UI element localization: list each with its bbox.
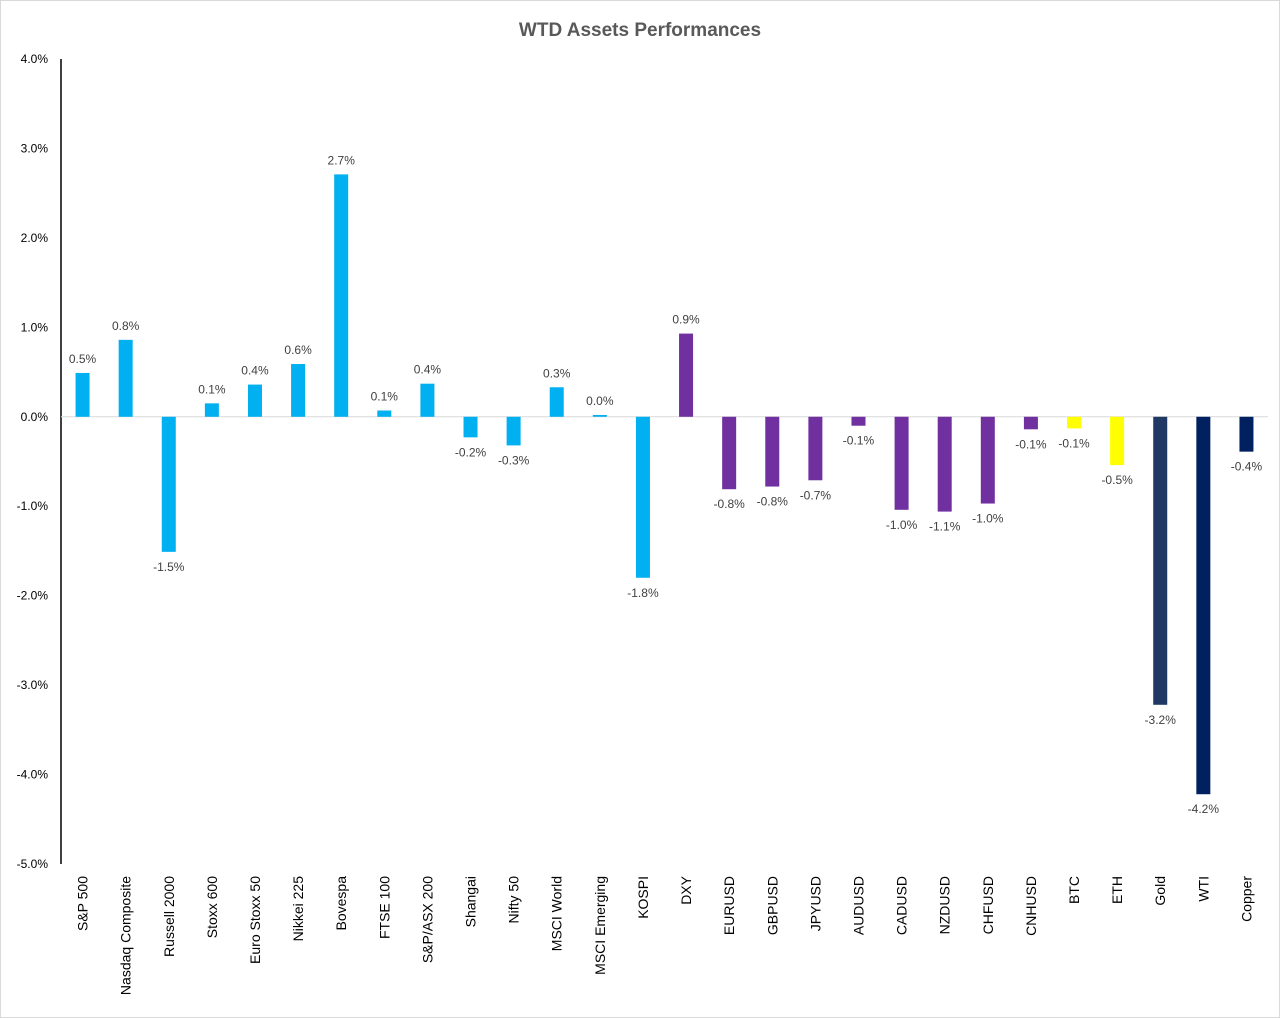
category-label: CNHUSD [1023,876,1039,936]
category-label: ETH [1109,876,1125,904]
bar [635,416,650,578]
category-label: KOSPI [635,876,651,919]
category-label: GBPUSD [764,876,780,935]
data-label: 0.4% [414,363,442,377]
bar [420,383,435,417]
data-label: -1.1% [929,520,961,534]
data-label: 0.1% [371,390,399,404]
category-label: Euro Stoxx 50 [247,876,263,964]
data-label: -1.5% [153,560,185,574]
data-label: -0.1% [843,434,875,448]
data-label: -1.8% [627,586,659,600]
bar [247,384,262,417]
bar [851,416,866,426]
category-label: Shangai [463,876,479,927]
bar [722,416,737,490]
category-label: Bovespa [333,876,349,931]
bar [592,414,607,417]
category-label: AUDUSD [850,876,866,935]
bar [291,364,306,417]
bar [980,416,995,504]
bar [549,387,564,417]
category-label: NZDUSD [937,876,953,934]
y-tick-label: 0.0% [21,410,49,424]
bar [75,372,90,417]
bar [118,339,133,417]
y-tick-label: 3.0% [21,141,49,155]
category-label: JPYUSD [807,876,823,931]
y-tick-label: 2.0% [21,231,49,245]
data-label: 0.6% [284,343,312,357]
data-label: -0.3% [498,453,530,467]
y-tick-label: -1.0% [17,499,49,513]
category-label: MSCI Emerging [592,876,608,975]
data-label: -0.1% [1058,436,1090,450]
y-tick-label: -3.0% [17,678,49,692]
category-label: CADUSD [894,876,910,935]
data-label: -0.4% [1231,460,1263,474]
data-label: -0.7% [800,488,832,502]
category-label: Russell 2000 [161,876,177,957]
data-label: -0.8% [757,495,789,509]
bar [679,333,694,417]
category-label: Nikkei 225 [290,876,306,942]
category-label: S&P/ASX 200 [419,876,435,963]
category-label: FTSE 100 [376,876,392,939]
data-label: -0.5% [1101,473,1133,487]
bar [204,403,219,417]
bar [377,410,392,417]
data-label: -0.8% [713,497,745,511]
data-label: 0.1% [198,382,226,396]
data-label: 0.4% [241,364,269,378]
data-label: -4.2% [1188,802,1220,816]
category-label: Stoxx 600 [204,876,220,938]
y-tick-label: 4.0% [21,52,49,66]
y-tick-label: 1.0% [21,320,49,334]
data-label: 0.3% [543,366,571,380]
bar [1110,416,1125,466]
bar [334,174,349,417]
bar [1196,416,1211,795]
bar [463,416,478,438]
bar [1153,416,1168,705]
data-label: -1.0% [972,512,1004,526]
data-label: 0.9% [672,313,700,327]
bar [506,416,521,446]
data-label: 0.5% [69,352,97,366]
category-label: Nasdaq Composite [118,876,134,995]
bar [1023,416,1038,430]
category-label: MSCI World [549,876,565,951]
category-label: Gold [1152,876,1168,906]
bar [808,416,823,481]
bar [894,416,909,510]
bar [765,416,780,487]
data-label: -3.2% [1145,713,1177,727]
data-label: 2.7% [328,153,356,167]
category-label: Nifty 50 [506,876,522,924]
category-label: DXY [678,875,694,904]
y-tick-label: -2.0% [17,589,49,603]
data-label: -1.0% [886,518,918,532]
category-label: S&P 500 [75,876,91,931]
category-label: WTI [1195,876,1211,902]
category-label: CHFUSD [980,876,996,934]
data-label: 0.8% [112,319,140,333]
data-label: -0.2% [455,445,487,459]
bar [161,416,176,552]
chart-title: WTD Assets Performances [518,20,762,41]
y-tick-label: -4.0% [17,768,49,782]
category-label: BTC [1066,876,1082,904]
y-tick-label: -5.0% [17,857,49,871]
category-label: EURUSD [721,876,737,935]
bar [937,416,952,512]
data-label: 0.0% [586,394,614,408]
category-label: Copper [1238,876,1254,922]
bar [1067,416,1082,429]
bar [1239,416,1254,452]
data-label: -0.1% [1015,437,1047,451]
